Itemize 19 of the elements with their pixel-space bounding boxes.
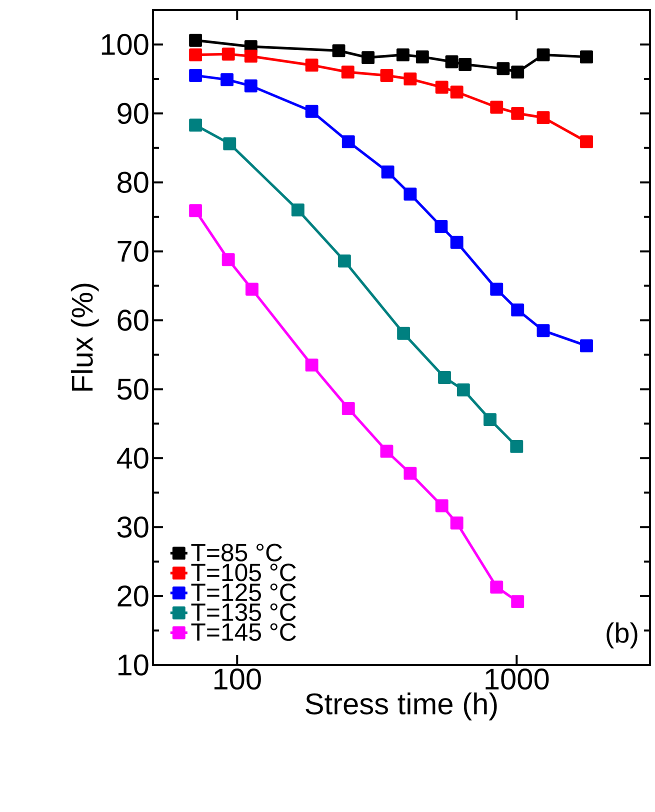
y-tick-label: 80 — [118, 172, 148, 193]
y-tick-label: 10 — [118, 654, 148, 676]
legend-label: T=105 °C — [191, 564, 296, 582]
y-tick-label: 50 — [117, 378, 148, 400]
annotation: (b) — [606, 622, 638, 648]
y-tick-label: 60 — [118, 310, 148, 331]
x-tick-label: 1000 — [486, 668, 549, 690]
legend-label: T=85 °C — [191, 544, 282, 562]
y-axis-title: Flux (%) — [70, 284, 99, 391]
y-tick-label: 90 — [118, 102, 148, 124]
y-tick-label: 30 — [117, 516, 148, 538]
x-axis-title: Stress time (h) — [306, 692, 497, 720]
legend-label: T=125 °C — [191, 584, 296, 602]
y-tick-label: 20 — [118, 585, 148, 607]
legend-label: T=145 °C — [191, 623, 296, 641]
legend-label: T=135 °C — [191, 603, 296, 622]
y-tick-label: 100 — [102, 34, 148, 56]
y-tick-label: 40 — [116, 448, 148, 469]
y-tick-label: 70 — [118, 240, 148, 262]
